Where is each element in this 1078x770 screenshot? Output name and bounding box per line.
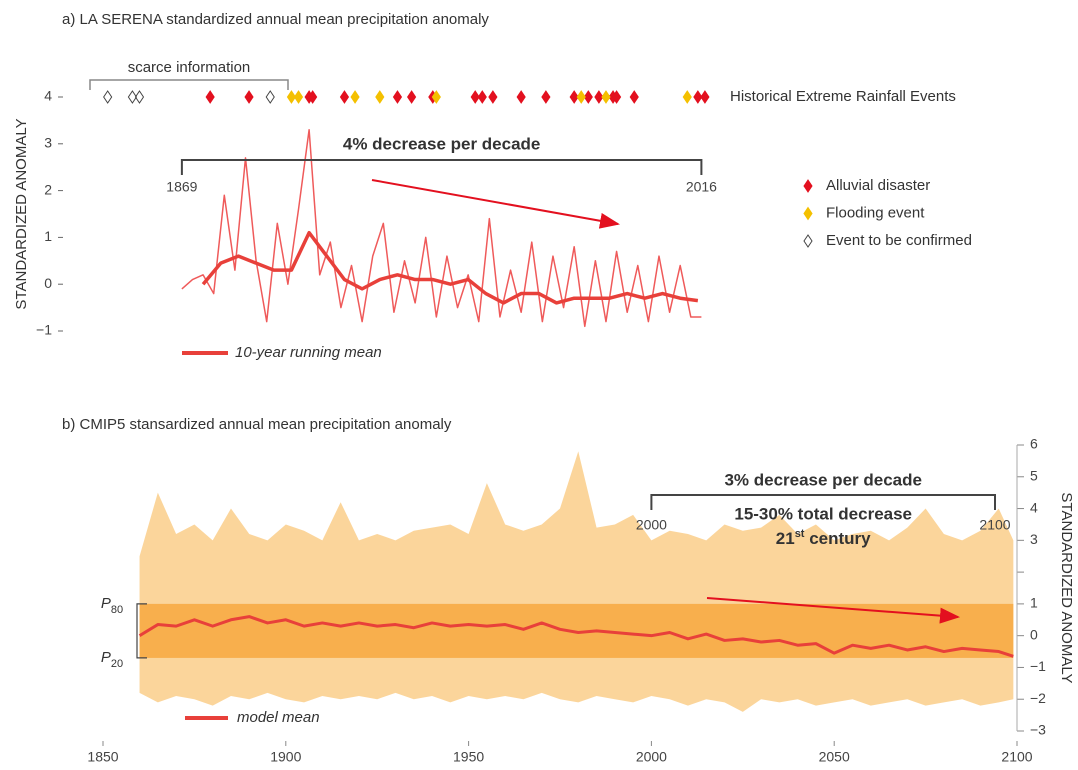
legend-label: model mean [237,709,320,726]
y-tick-label: −2 [1030,690,1046,706]
bracket-end: 2016 [686,179,717,195]
event-marker [134,90,145,104]
event-marker [293,90,304,104]
x-tick-label: 1900 [270,749,301,765]
x-tick-label: 2050 [819,749,850,765]
y-tick-label: 3 [44,135,52,151]
event-marker [308,90,318,104]
event-marker [339,90,350,104]
event-marker [700,90,710,104]
y-tick-label: −1 [1030,658,1046,674]
event-marker [477,90,487,104]
event-marker [594,90,604,104]
y-axis-label: STANDARDIZED ANOMALY [1058,492,1075,683]
century-number: 21 [776,529,795,548]
percentile-sub: 20 [111,658,123,670]
event-marker [286,90,297,104]
chart-title: b) CMIP5 stansardized annual mean precip… [62,416,452,433]
bracket [650,494,996,510]
annual-line [181,129,702,328]
event-marker [583,90,593,104]
bracket-century: 21st century [776,528,871,549]
x-tick-label: 1850 [87,749,118,765]
percentile-letter: P [101,595,111,612]
x-tick-label: 2000 [636,749,667,765]
y-tick-label: 0 [44,275,52,291]
event-marker [470,90,480,104]
scarce-label: scarce information [128,59,251,76]
bracket-note: 15-30% total decrease [734,504,912,523]
event-marker [682,90,692,104]
percentile-label: P20 [101,649,123,670]
percentile-sub: 80 [111,604,123,616]
chart-title: a) LA SERENA standardized annual mean pr… [62,11,489,28]
event-marker [392,90,403,104]
y-tick-label: 4 [1030,499,1038,515]
event-marker [576,90,586,104]
legend-marker [803,179,813,193]
bracket-end: 2100 [979,517,1010,533]
event-marker [569,90,579,104]
event-marker [127,90,138,104]
event-marker [375,90,385,104]
event-marker [407,90,417,104]
event-marker [516,90,526,104]
events-title: Historical Extreme Rainfall Events [730,88,956,105]
y-tick-label: 1 [1030,595,1038,611]
bracket-start: 1869 [166,179,197,195]
percentile-letter: P [101,649,111,666]
legend-label: Event to be confirmed [826,232,972,249]
y-tick-label: 2 [44,181,52,197]
y-tick-label: −1 [36,322,52,338]
event-marker [350,90,360,104]
y-tick-label: −3 [1030,722,1046,738]
century-sup: st [795,528,805,540]
bracket-label: 4% decrease per decade [343,134,541,153]
bracket [180,159,703,175]
legend-marker [803,234,813,248]
y-tick-label: 3 [1030,531,1038,547]
y-tick-label: 0 [1030,626,1038,642]
event-marker [244,90,254,104]
y-tick-label: 6 [1030,436,1038,452]
percentile-label: P80 [101,595,123,616]
event-marker [431,90,441,104]
ensemble-envelope [139,451,1014,712]
scarce-bracket [89,79,289,90]
event-marker [103,90,113,104]
event-marker [629,90,639,104]
y-axis-label: STANDARDIZED ANOMALY [13,118,30,309]
event-marker [693,90,703,104]
century-rest: century [804,529,871,548]
event-marker [205,90,215,104]
trend-arrow [371,179,620,229]
band-bracket [136,603,147,659]
legend-label: Alluvial disaster [826,177,930,194]
bracket-label: 3% decrease per decade [724,470,922,489]
legend-marker [803,206,813,221]
y-tick-label: 1 [44,228,52,244]
y-tick-label: 5 [1030,467,1038,483]
legend-label: Flooding event [826,204,925,221]
legend-label: 10-year running mean [235,344,382,361]
event-marker [611,90,622,104]
x-tick-label: 1950 [453,749,484,765]
event-marker [265,90,275,104]
event-marker [541,90,551,104]
event-marker [488,90,498,104]
running-mean-line [201,230,699,305]
bracket-start: 2000 [636,517,667,533]
y-tick-label: 4 [44,88,52,104]
model-mean-line [138,615,1014,658]
trend-arrow [706,597,960,624]
event-marker [601,90,611,104]
x-tick-label: 2100 [1001,749,1032,765]
